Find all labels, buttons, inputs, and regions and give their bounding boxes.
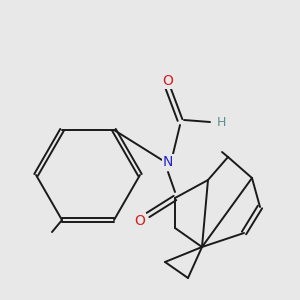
Text: O: O bbox=[163, 74, 173, 88]
Text: O: O bbox=[135, 214, 146, 228]
Text: N: N bbox=[163, 155, 173, 169]
Text: H: H bbox=[216, 116, 226, 128]
